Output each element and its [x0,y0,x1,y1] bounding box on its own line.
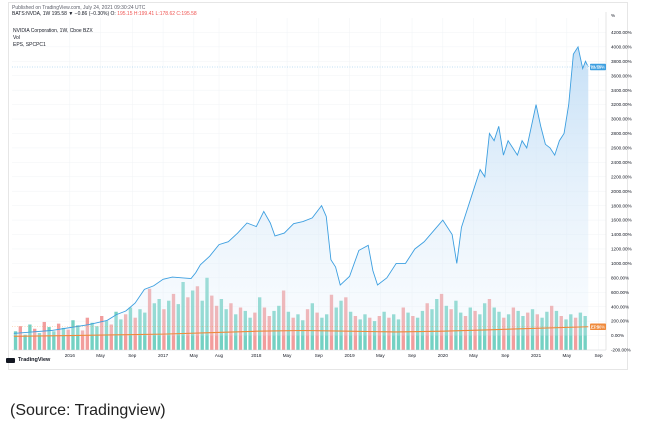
volume-bar [23,334,27,350]
volume-bar [18,326,23,350]
price-badge-value: 3721.35% [586,65,605,70]
symbol-values: 195.58 ▼ −0.86 (−0.30%) O: [51,11,116,17]
x-tick-label: May [469,353,478,358]
source-caption: (Source: Tradingview) [10,402,166,419]
legend-main-series: NVIDIA Corporation, 1W, Cboe BZX [13,28,93,34]
y-tick-label: 4000.00% [611,44,632,49]
volume-bar [56,323,61,350]
eps-badge-box [590,323,606,330]
volume-bar [47,327,51,350]
x-tick-label: Sep [501,353,510,358]
y-tick-label: 0.00% [611,333,624,338]
volume-bar [76,325,80,350]
eps-badge-name: EPS [591,324,600,329]
x-tick-label: Sep [594,353,603,358]
x-tick-label: 2017 [158,353,169,358]
x-tick-label: May [376,353,385,358]
x-tick-label: 2016 [65,353,76,358]
y-tick-label: 1600.00% [611,218,632,223]
y-tick-label: 1000.00% [611,261,632,266]
x-tick-label: Sep [408,353,417,358]
x-tick-label: Sep [128,353,137,358]
y-tick-label: 3600.00% [611,73,632,78]
y-tick-label: 3200.00% [611,102,632,107]
symbol-values-ohlc: 195.15 H:199.41 L:178.62 C:195.58 [117,11,197,17]
y-tick-label: 600.00% [611,290,629,295]
symbol-line: BATS:NVDA, 1W 195.58 ▼ −0.86 (−0.30%) O:… [12,11,197,17]
volume-bar [13,331,18,350]
y-tick-label: 3800.00% [611,59,632,64]
y-tick-label: 400.00% [611,304,629,309]
volume-bar [80,330,85,350]
x-tick-label: 2018 [251,353,262,358]
y-tick-label: 3000.00% [611,117,632,122]
y-tick-label: 2200.00% [611,174,632,179]
published-note: Published on TradingView.com, July 24, 2… [12,5,146,11]
x-axis: 2016 May Sep 2017 May Aug 2018 May Sep 2019 May Sep… [12,349,606,358]
tradingview-logo-icon [6,357,15,363]
y-tick-label: 2000.00% [611,189,632,194]
y-tick-label: 2600.00% [611,146,632,151]
x-tick-label: Sep [315,353,324,358]
volume-bar [52,331,56,350]
x-tick-label: Aug [215,353,224,358]
price-area [13,46,589,336]
y-tick-label: 2800.00% [611,131,632,136]
volume-bar [66,329,70,350]
brand-name: TradingView [18,357,51,363]
eps-badge-value: 121.96% [588,324,605,329]
legend-eps: EPS, SPCPC1 [13,42,46,48]
price-line [13,45,589,334]
y-tick-label: 4200.00% [611,30,632,35]
volume-bar [37,333,42,350]
legend-volume: Vol [13,35,20,41]
x-tick-label: May [283,353,292,358]
y-tick-label: 1200.00% [611,247,632,252]
y-tick-label: 2400.00% [611,160,632,165]
x-tick-label: 2021 [531,353,542,358]
volume-bar [90,322,94,350]
price-badge-box [590,63,606,71]
y-tick-label: 800.00% [611,275,629,280]
legend: NVIDIA Corporation, 1W, Cboe BZX Vol EPS… [13,28,93,49]
y-tick-label: -200.00% [611,348,631,353]
price-badge-name: NVDA [591,65,603,70]
x-tick-label: May [189,353,198,358]
volume-bar [28,324,32,350]
eps-line [13,326,589,337]
x-tick-label: 2019 [344,353,355,358]
y-tick-label: 3400.00% [611,88,632,93]
volume-bar [109,324,113,350]
y-tick-label: 1400.00% [611,232,632,237]
volume-bar [61,327,66,350]
volume-bar [95,326,99,350]
x-tick-label: 2020 [438,353,449,358]
x-tick-label: May [562,353,571,358]
volume-bar [33,328,37,350]
tradingview-brand[interactable]: TradingView [6,357,50,363]
symbol-name: BATS:NVDA, 1W [12,11,51,17]
y-tick-label: 200.00% [611,319,629,324]
x-tick-label: May [96,353,105,358]
y-tick-label-top: % [611,13,615,18]
y-axis: % 4200.00% 4000.00% 3800.00% 3600.00% 3400.00… [605,12,632,353]
y-tick-label: 1800.00% [611,203,632,208]
